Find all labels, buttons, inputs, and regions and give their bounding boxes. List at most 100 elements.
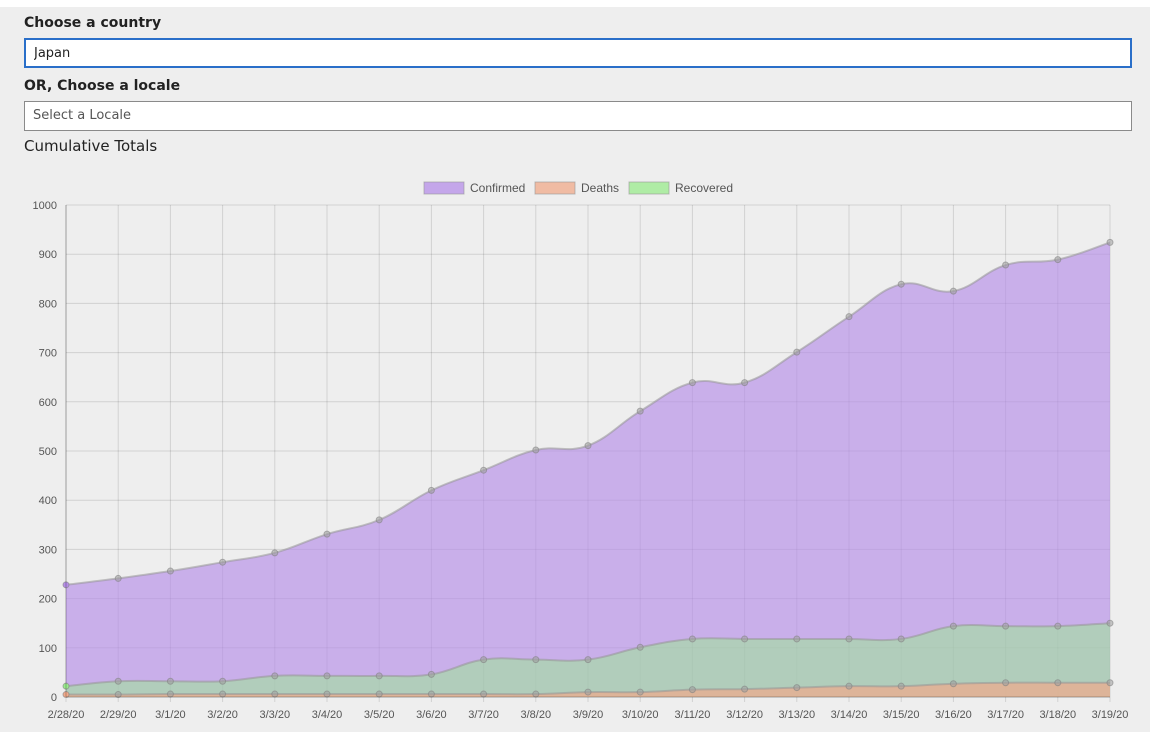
point-confirmed bbox=[271, 549, 279, 557]
point-recovered bbox=[62, 682, 70, 690]
legend-item-recovered: Recovered bbox=[628, 181, 733, 195]
point-deaths bbox=[949, 680, 957, 688]
y-tick-label: 900 bbox=[39, 249, 57, 261]
legend-swatch-recovered bbox=[628, 181, 670, 195]
point-confirmed bbox=[114, 574, 122, 582]
legend-label-deaths: Deaths bbox=[581, 181, 619, 195]
x-tick-label: 3/9/20 bbox=[573, 709, 604, 721]
y-tick-label: 600 bbox=[39, 397, 57, 409]
section-title: Cumulative Totals bbox=[24, 137, 158, 155]
point-deaths bbox=[584, 688, 592, 696]
point-confirmed bbox=[1106, 238, 1114, 246]
point-recovered bbox=[845, 635, 853, 643]
x-tick-label: 3/15/20 bbox=[883, 709, 920, 721]
x-tick-label: 3/8/20 bbox=[521, 709, 552, 721]
x-tick-label: 3/5/20 bbox=[364, 709, 395, 721]
point-recovered bbox=[114, 677, 122, 685]
series-confirmed bbox=[62, 238, 1114, 697]
y-tick-label: 100 bbox=[39, 643, 57, 655]
point-deaths bbox=[793, 684, 801, 692]
x-tick-label: 3/13/20 bbox=[778, 709, 815, 721]
legend-label-recovered: Recovered bbox=[675, 181, 733, 195]
point-deaths bbox=[480, 690, 488, 698]
point-recovered bbox=[636, 643, 644, 651]
point-recovered bbox=[532, 656, 540, 664]
point-confirmed bbox=[1002, 261, 1010, 269]
x-tick-label: 3/1/20 bbox=[155, 709, 186, 721]
x-tick-label: 3/7/20 bbox=[468, 709, 499, 721]
point-recovered bbox=[323, 672, 331, 680]
legend-swatch-confirmed bbox=[423, 181, 465, 195]
point-deaths bbox=[166, 690, 174, 698]
point-confirmed bbox=[1054, 256, 1062, 264]
country-label: Choose a country bbox=[24, 15, 162, 31]
x-tick-label: 3/11/20 bbox=[674, 709, 710, 721]
point-deaths bbox=[219, 690, 227, 698]
x-tick-label: 3/16/20 bbox=[935, 709, 972, 721]
point-deaths bbox=[1106, 679, 1114, 687]
point-recovered bbox=[166, 677, 174, 685]
point-recovered bbox=[584, 656, 592, 664]
point-confirmed bbox=[793, 348, 801, 356]
x-tick-label: 3/18/20 bbox=[1039, 709, 1076, 721]
point-deaths bbox=[688, 686, 696, 694]
series-deaths bbox=[62, 679, 1114, 699]
point-deaths bbox=[323, 690, 331, 698]
legend: Confirmed Deaths Recovered bbox=[423, 181, 733, 195]
x-tick-label: 3/10/20 bbox=[622, 709, 659, 721]
y-tick-label: 1000 bbox=[33, 200, 57, 212]
point-recovered bbox=[1054, 622, 1062, 630]
point-deaths bbox=[1054, 679, 1062, 687]
point-recovered bbox=[793, 635, 801, 643]
x-tick-label: 3/4/20 bbox=[312, 709, 343, 721]
point-recovered bbox=[1002, 622, 1010, 630]
country-input[interactable] bbox=[24, 38, 1132, 68]
point-recovered bbox=[480, 656, 488, 664]
point-confirmed bbox=[427, 486, 435, 494]
area-confirmed bbox=[66, 242, 1110, 697]
y-tick-label: 500 bbox=[39, 446, 57, 458]
legend-item-confirmed: Confirmed bbox=[423, 181, 525, 195]
x-tick-label: 3/6/20 bbox=[416, 709, 447, 721]
series-recovered bbox=[62, 619, 1114, 697]
x-tick-label: 3/14/20 bbox=[831, 709, 868, 721]
point-deaths bbox=[636, 688, 644, 696]
point-recovered bbox=[741, 635, 749, 643]
point-confirmed bbox=[584, 442, 592, 450]
point-recovered bbox=[427, 670, 435, 678]
point-confirmed bbox=[375, 516, 383, 524]
point-recovered bbox=[949, 622, 957, 630]
point-deaths bbox=[427, 690, 435, 698]
point-deaths bbox=[375, 690, 383, 698]
y-tick-label: 700 bbox=[39, 348, 57, 360]
point-deaths bbox=[62, 691, 70, 699]
y-tick-label: 200 bbox=[39, 594, 57, 606]
point-deaths bbox=[532, 690, 540, 698]
point-recovered bbox=[219, 677, 227, 685]
locale-select[interactable]: Select a Locale bbox=[24, 101, 1132, 131]
y-tick-label: 300 bbox=[39, 544, 57, 556]
point-confirmed bbox=[480, 466, 488, 474]
point-deaths bbox=[271, 690, 279, 698]
locale-label: OR, Choose a locale bbox=[24, 78, 181, 94]
point-confirmed bbox=[845, 313, 853, 321]
x-tick-label: 3/12/20 bbox=[726, 709, 763, 721]
point-confirmed bbox=[636, 407, 644, 415]
point-confirmed bbox=[323, 530, 331, 538]
point-confirmed bbox=[949, 287, 957, 295]
x-tick-label: 3/17/20 bbox=[987, 709, 1024, 721]
point-confirmed bbox=[532, 446, 540, 454]
legend-swatch-deaths bbox=[534, 181, 576, 195]
point-confirmed bbox=[688, 379, 696, 387]
point-recovered bbox=[375, 672, 383, 680]
point-confirmed bbox=[166, 567, 174, 575]
point-deaths bbox=[845, 682, 853, 690]
x-tick-label: 3/3/20 bbox=[260, 709, 291, 721]
y-tick-label: 0 bbox=[51, 692, 57, 704]
x-tick-label: 3/19/20 bbox=[1092, 709, 1129, 721]
point-recovered bbox=[688, 635, 696, 643]
point-deaths bbox=[897, 682, 905, 690]
point-deaths bbox=[1002, 679, 1010, 687]
point-recovered bbox=[1106, 619, 1114, 627]
x-tick-label: 2/28/20 bbox=[48, 709, 85, 721]
